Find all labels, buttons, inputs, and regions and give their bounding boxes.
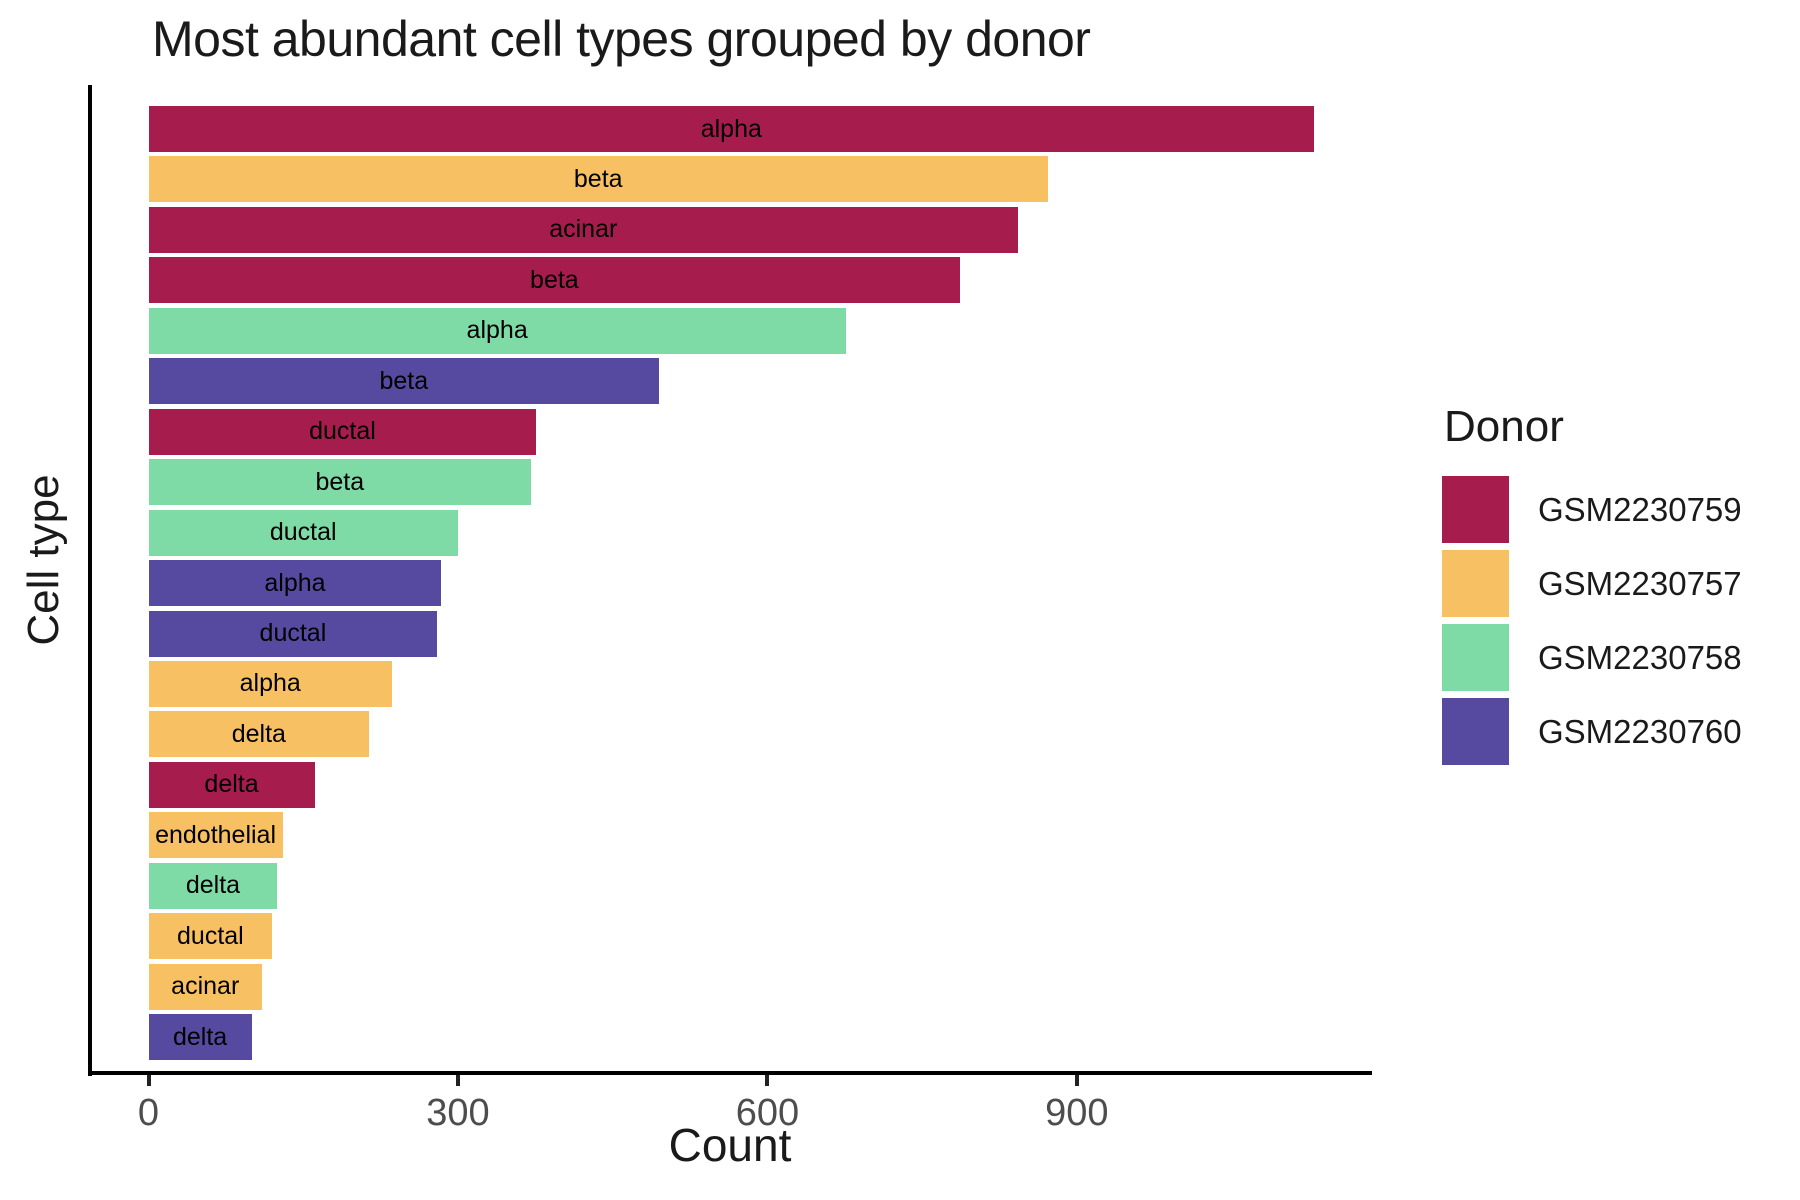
legend-label-GSM2230758: GSM2230758: [1538, 638, 1742, 676]
x-tick-label-900: 900: [1045, 1092, 1109, 1134]
legend: Donor GSM2230759 GSM2230757 GSM2230758 GSM2…: [1442, 402, 1742, 765]
legend-label-GSM2230759: GSM2230759: [1538, 490, 1742, 528]
bar-label-beta: beta: [530, 265, 579, 294]
bar-delta-GSM2230758: delta: [148, 862, 278, 909]
bar-alpha-GSM2230758: alpha: [148, 307, 846, 354]
x-tick-label-0: 0: [137, 1092, 160, 1134]
bar-label-alpha: alpha: [700, 114, 762, 143]
bar-beta-GSM2230760: beta: [148, 358, 660, 405]
bar-acinar-GSM2230759: acinar: [148, 206, 1019, 253]
bar-label-ductal: ductal: [259, 619, 327, 647]
legend-label-GSM2230757: GSM2230757: [1538, 564, 1742, 602]
bar-ductal-GSM2230760: ductal: [148, 610, 438, 657]
bar-ductal-GSM2230759: ductal: [148, 408, 537, 455]
y-axis-label: Cell type: [19, 474, 68, 646]
legend-swatch-GSM2230758: [1442, 624, 1509, 691]
x-tick-label-300: 300: [426, 1092, 490, 1134]
y-axis-line: [88, 85, 92, 1076]
bar-label-delta: delta: [231, 719, 286, 748]
x-tick-mark-600: [765, 1075, 770, 1086]
bar-beta-GSM2230759: beta: [148, 257, 961, 304]
x-tick-mark-900: [1074, 1075, 1079, 1086]
bar-label-beta: beta: [315, 467, 365, 496]
bar-label-ductal: ductal: [309, 417, 376, 446]
bar-label-acinar: acinar: [549, 215, 618, 244]
legend-label-GSM2230760: GSM2230760: [1538, 712, 1742, 750]
bar-label-ductal: ductal: [269, 518, 337, 547]
x-axis-label: Count: [668, 1119, 792, 1171]
bar-beta-GSM2230758: beta: [148, 459, 532, 506]
legend-swatch-GSM2230759: [1442, 476, 1509, 543]
bar-delta-GSM2230760: delta: [148, 1014, 252, 1061]
x-tick-mark-300: [455, 1075, 460, 1086]
bar-ductal-GSM2230758: ductal: [148, 509, 458, 556]
x-tick-label-600: 600: [735, 1092, 800, 1134]
legend-swatch-GSM2230757: [1442, 550, 1509, 617]
bar-label-beta: beta: [573, 164, 623, 193]
bar-label-acinar: acinar: [171, 972, 240, 1001]
bar-label-endothelial: endothelial: [155, 820, 277, 849]
chart-title: Most abundant cell types grouped by dono…: [152, 11, 1091, 67]
bar-delta-GSM2230759: delta: [148, 761, 315, 808]
legend-swatch-GSM2230760: [1442, 698, 1509, 765]
legend-entry-GSM2230757: GSM2230757: [1442, 550, 1742, 617]
bar-alpha-GSM2230759: alpha: [148, 106, 1315, 152]
x-tick-mark-0: [146, 1075, 151, 1086]
bar-endothelial-GSM2230757: endothelial: [148, 812, 283, 859]
bar-label-ductal: ductal: [177, 921, 244, 950]
bar-alpha-GSM2230760: alpha: [148, 560, 442, 607]
bar-delta-GSM2230757: delta: [148, 711, 370, 758]
bar-label-delta: delta: [185, 871, 241, 900]
bar-alpha-GSM2230757: alpha: [148, 660, 392, 707]
bar-label-delta: delta: [172, 1022, 228, 1051]
bar-acinar-GSM2230757: acinar: [148, 963, 262, 1010]
bar-label-delta: delta: [204, 770, 259, 799]
bar-beta-GSM2230757: beta: [148, 156, 1048, 203]
bar-label-beta: beta: [379, 366, 429, 395]
legend-entry-GSM2230759: GSM2230759: [1442, 476, 1742, 543]
legend-title: Donor: [1444, 402, 1564, 451]
bar-label-alpha: alpha: [264, 568, 326, 597]
bar-label-alpha: alpha: [466, 316, 528, 345]
legend-entry-GSM2230758: GSM2230758: [1442, 624, 1742, 691]
legend-entry-GSM2230760: GSM2230760: [1442, 698, 1742, 765]
bar-ductal-GSM2230757: ductal: [148, 913, 273, 960]
bar-label-alpha: alpha: [239, 669, 301, 698]
x-axis-line: [88, 1071, 1372, 1075]
